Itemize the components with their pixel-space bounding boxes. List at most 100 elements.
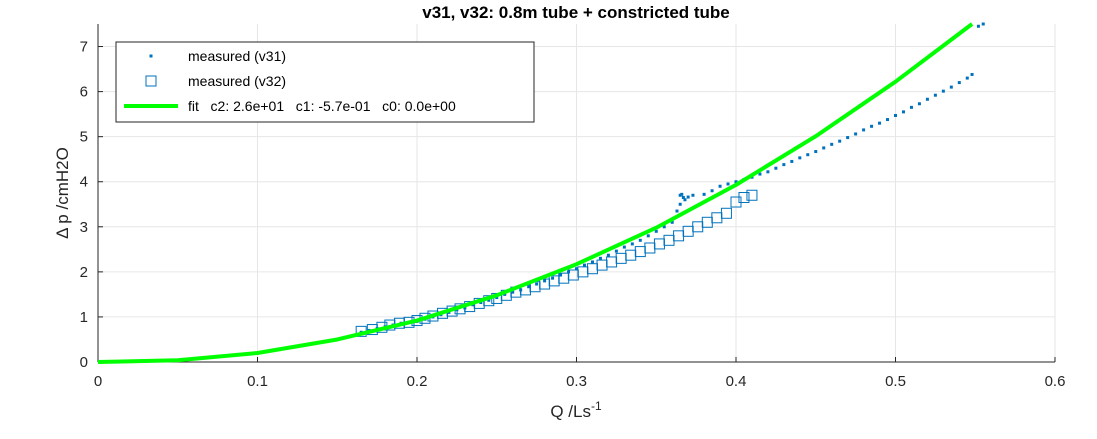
data-point [678,193,682,197]
data-point [965,76,969,80]
y-tick-label: 4 [80,174,88,191]
x-axis-title: Q /Ls-1 [550,399,602,421]
data-point [766,170,770,174]
data-point [582,263,586,267]
data-point [503,292,507,296]
data-point-square [746,189,758,201]
legend-label: fit c2: 2.6e+01 c1: -5.7e-01 c0: 0.0e+00 [188,98,456,114]
data-point [527,285,531,289]
data-point [638,238,642,242]
data-point [511,290,515,294]
data-point [681,196,685,200]
data-point [691,193,695,197]
legend-swatch-point [149,54,153,58]
data-point [854,132,858,136]
data-point [734,180,738,184]
x-tick-label: 0.2 [407,373,428,390]
y-tick-label: 7 [80,39,88,56]
data-point-square [720,207,732,219]
data-point [870,124,874,128]
data-point [798,156,802,160]
y-tick-label: 6 [80,84,88,101]
y-axis-title: Δ p /cmH2O [53,147,72,239]
data-point [790,159,794,163]
data-point [670,220,674,224]
y-tick-label: 3 [80,219,88,236]
data-point [981,22,985,26]
x-tick-label: 0 [94,373,102,390]
data-point [590,260,594,264]
axes: 0 0.1 0.2 0.3 0.4 0.5 0.6 0 1 2 3 4 5 6 7 [80,24,1066,390]
x-tick-label: 0.6 [1045,373,1066,390]
y-tick-label: 5 [80,129,88,146]
data-point [933,93,937,97]
data-point [598,256,602,260]
y-tick-label: 1 [80,309,88,326]
data-point [630,242,634,246]
legend-box [115,41,535,123]
data-point [925,97,929,101]
data-point [970,72,974,76]
data-point [726,182,730,186]
data-point [702,192,706,196]
x-axis-title-main: Q /Ls [550,402,591,421]
data-point [822,146,826,150]
data-point-square [738,192,750,204]
data-point [782,163,786,167]
data-point [941,89,945,93]
x-axis-title-sup: -1 [591,399,602,413]
x-tick-label: 0.4 [726,373,747,390]
y-tick-label: 0 [80,354,88,371]
x-tick-label: 0.3 [566,373,587,390]
data-point [559,273,563,277]
data-point [830,142,834,146]
data-point [654,229,658,233]
data-point [646,234,650,238]
legend-swatch-square [145,75,157,87]
data-point [957,81,961,85]
data-point [917,102,921,106]
data-point [487,298,491,302]
data-point [622,245,626,249]
data-point [718,184,722,188]
data-point [495,296,499,300]
data-point [675,209,679,213]
data-point [901,110,905,114]
legend-label: measured (v31) [188,48,286,64]
data-point [575,267,578,271]
data-point [758,172,762,176]
data-marks [97,22,985,364]
data-point [606,253,610,257]
x-tick-label: 0.1 [247,373,268,390]
x-tick-label: 0.5 [885,373,906,390]
data-point [710,189,714,193]
data-point [543,279,547,283]
series-3 [97,22,974,364]
data-point [976,24,980,28]
legend-label: measured (v32) [188,73,286,89]
data-point [806,153,810,157]
data-point [680,192,684,196]
data-point [678,202,682,206]
data-point [662,225,666,229]
data-point [814,150,818,154]
data-point [894,113,897,117]
data-point [886,118,890,122]
data-point [535,282,539,286]
fit-line [97,22,974,364]
data-point [862,128,866,132]
data-point [774,166,778,170]
data-point [551,276,555,280]
legend: measured (v31) measured (v32) fit c2: 2.6e… [115,41,535,123]
data-point [686,195,690,199]
data-point [838,139,842,143]
data-point [683,198,687,202]
data-point [909,105,913,109]
data-point [878,121,882,125]
y-tick-label: 2 [80,264,88,281]
chart-title: v31, v32: 0.8m tube + constricted tube [422,3,730,22]
data-point [614,249,618,253]
data-point [949,85,953,89]
data-point [846,136,850,140]
